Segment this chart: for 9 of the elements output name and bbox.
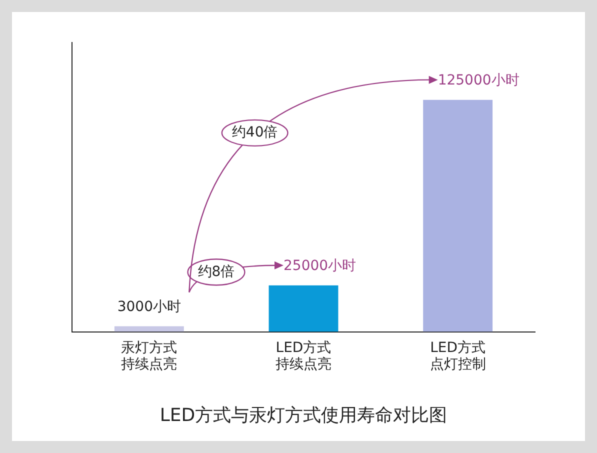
annotation: 约40倍 (232, 124, 278, 141)
x-tick-label: LED方式持续点亮 (276, 340, 332, 373)
annotation: 约8倍 (198, 264, 235, 280)
data-label: 125000小时 (438, 72, 520, 88)
data-label: 25000小时 (284, 258, 356, 274)
data-label: 3000小时 (117, 298, 181, 315)
text: LED方式与汞灯方式使用寿命对比图 (160, 404, 448, 426)
x-tick-label: LED方式点灯控制 (430, 340, 486, 373)
x-tick-label: 汞灯方式持续点亮 (121, 340, 178, 373)
